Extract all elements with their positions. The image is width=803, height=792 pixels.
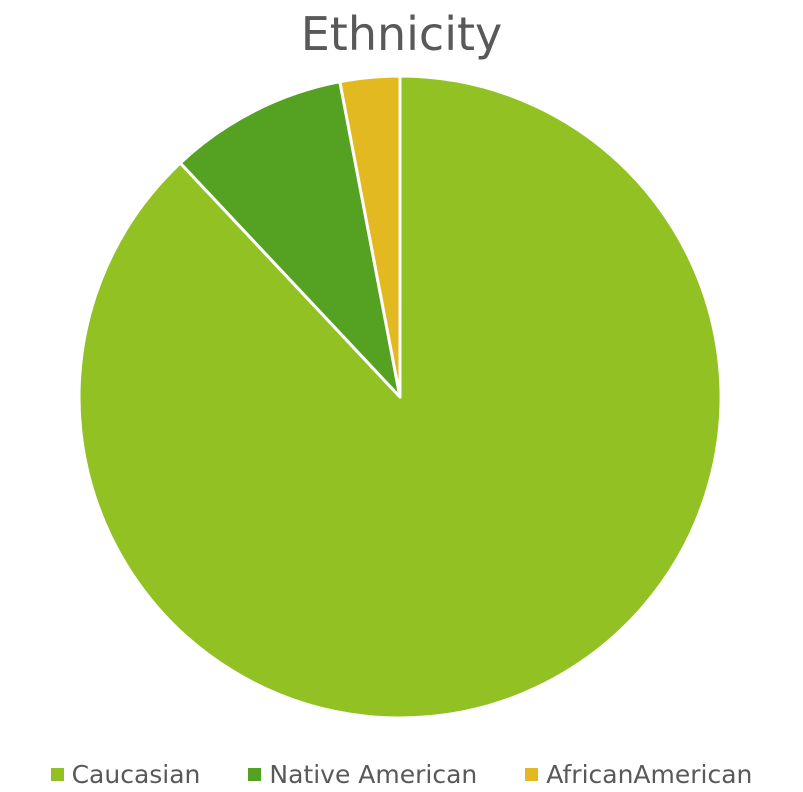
legend-item-african-american: AfricanAmerican	[525, 760, 752, 789]
pie-slice-africanamerican	[338, 74, 402, 399]
legend-item-caucasian: Caucasian	[50, 759, 201, 789]
legend-item-native-american: Native American	[248, 760, 477, 789]
pie-chart	[77, 74, 723, 720]
legend-swatch-african-american	[525, 767, 539, 781]
legend-swatch-native-american	[248, 767, 262, 781]
legend-label-african-american: AfricanAmerican	[546, 759, 753, 789]
chart-title: Ethnicity	[300, 7, 503, 61]
pie-slice-native-american	[178, 80, 402, 399]
legend-label-native-american: Native American	[269, 759, 478, 789]
legend-label-caucasian: Caucasian	[71, 759, 201, 789]
legend-swatch-caucasian	[50, 767, 64, 781]
pie-slices	[77, 74, 723, 720]
legend: Caucasian Native American AfricanAmerica…	[0, 756, 803, 792]
